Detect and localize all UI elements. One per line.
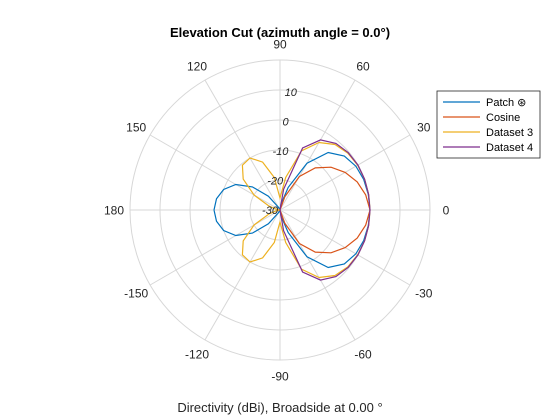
- legend-entry: Cosine: [486, 112, 520, 124]
- angle-tick-label: -90: [271, 370, 289, 384]
- legend-entry: Patch ⊛: [486, 97, 526, 109]
- radial-tick-label: -10: [272, 146, 289, 158]
- angle-tick-label: 90: [273, 38, 287, 52]
- grid-spoke: [279, 209, 356, 341]
- series-line-4: [279, 139, 371, 281]
- angle-tick-label: -60: [354, 347, 372, 361]
- angle-tick-label: -150: [124, 287, 148, 301]
- legend: Patch ⊛ Cosine Dataset 3 Dataset 4: [436, 90, 541, 159]
- angle-tick-label: 150: [126, 121, 146, 135]
- angle-tick-label: 120: [187, 60, 207, 74]
- tick-labels: 0 30 60 90 120 150 180 -150 -120 -90 -60 -30 -30 -20 -…: [104, 38, 450, 384]
- radial-tick-label: -30: [262, 205, 279, 217]
- series-group: [213, 139, 371, 281]
- grid-spoke: [204, 79, 281, 211]
- angle-tick-label: 60: [356, 60, 370, 74]
- radial-tick-label: -20: [267, 176, 284, 188]
- grid-spoke: [279, 79, 356, 211]
- radial-tick-label: 10: [285, 87, 298, 99]
- x-axis-label: Directivity (dBi), Broadside at 0.00 °: [177, 400, 382, 415]
- radial-tick-label: 0: [283, 116, 290, 128]
- chart-title: Elevation Cut (azimuth angle = 0.0°): [170, 25, 390, 40]
- legend-entry: Dataset 4: [486, 142, 533, 154]
- grid-spoke: [204, 209, 281, 341]
- legend-entry: Dataset 3: [486, 127, 533, 139]
- angle-tick-label: 0: [443, 204, 450, 218]
- angle-tick-label: -120: [185, 347, 209, 361]
- angle-tick-label: -30: [415, 287, 433, 301]
- angle-tick-label: 180: [104, 204, 124, 218]
- angle-tick-label: 30: [417, 121, 431, 135]
